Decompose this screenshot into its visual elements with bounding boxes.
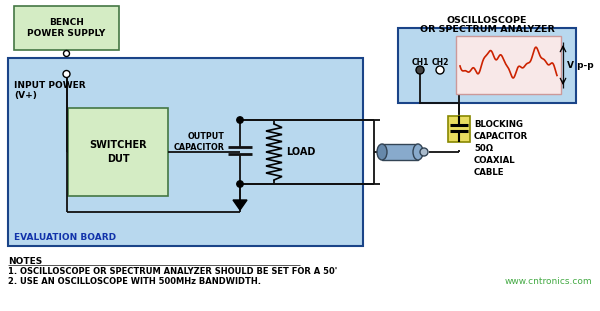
Text: V p-p: V p-p xyxy=(567,61,593,69)
Text: (V+): (V+) xyxy=(14,91,37,100)
Bar xyxy=(68,108,168,196)
Text: NOTES: NOTES xyxy=(8,257,42,266)
Text: SWITCHER
DUT: SWITCHER DUT xyxy=(89,140,147,164)
Text: 1. OSCILLOSCOPE OR SPECTRUM ANALYZER SHOULD BE SET FOR A 50': 1. OSCILLOSCOPE OR SPECTRUM ANALYZER SHO… xyxy=(8,267,337,276)
Text: 2. USE AN OSCILLOSCOPE WITH 500MHz BANDWIDTH.: 2. USE AN OSCILLOSCOPE WITH 500MHz BANDW… xyxy=(8,277,261,286)
Bar xyxy=(456,36,561,94)
Circle shape xyxy=(436,66,444,74)
Circle shape xyxy=(63,71,70,77)
Text: BLOCKING
CAPACITOR: BLOCKING CAPACITOR xyxy=(474,120,528,141)
Circle shape xyxy=(237,117,243,123)
Text: LOAD: LOAD xyxy=(286,147,316,157)
Circle shape xyxy=(237,181,243,187)
Circle shape xyxy=(64,50,70,57)
Ellipse shape xyxy=(413,144,423,160)
Polygon shape xyxy=(233,200,247,210)
Text: OSCILLOSCOPE: OSCILLOSCOPE xyxy=(447,16,527,25)
Text: CH1: CH1 xyxy=(412,58,428,67)
Bar xyxy=(14,6,119,50)
Text: CH2: CH2 xyxy=(431,58,449,67)
Bar xyxy=(382,144,418,160)
Text: BENCH
POWER SUPPLY: BENCH POWER SUPPLY xyxy=(28,18,106,38)
Circle shape xyxy=(420,148,428,156)
Ellipse shape xyxy=(377,144,387,160)
Text: www.cntronics.com: www.cntronics.com xyxy=(505,277,592,286)
Text: INPUT POWER: INPUT POWER xyxy=(14,81,86,90)
Text: OUTPUT
CAPACITOR: OUTPUT CAPACITOR xyxy=(173,132,224,152)
Bar xyxy=(398,28,576,103)
Bar xyxy=(8,58,363,246)
Circle shape xyxy=(416,66,424,74)
Text: OR SPECTRUM ANALYZER: OR SPECTRUM ANALYZER xyxy=(419,25,554,34)
Text: EVALUATION BOARD: EVALUATION BOARD xyxy=(14,233,116,242)
Text: 50Ω
COAXIAL
CABLE: 50Ω COAXIAL CABLE xyxy=(474,144,515,177)
Bar xyxy=(448,116,470,142)
